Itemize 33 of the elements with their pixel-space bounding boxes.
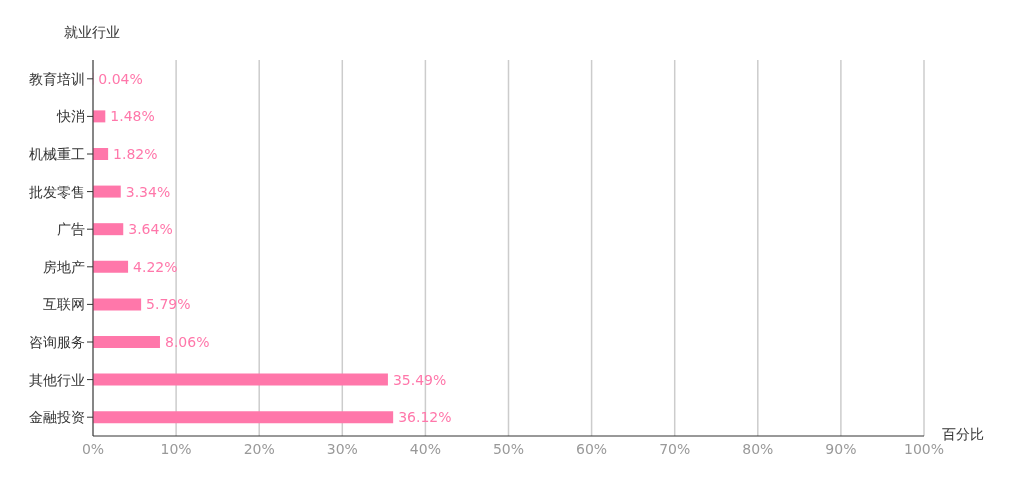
data-label: 1.48% bbox=[110, 108, 155, 125]
data-label: 3.34% bbox=[125, 183, 171, 200]
data-label: 5.79% bbox=[146, 296, 191, 313]
x-tick-label: 70% bbox=[659, 440, 691, 457]
data-label: 3.64% bbox=[128, 221, 173, 238]
x-tick-label: 60% bbox=[576, 440, 608, 457]
y-tick-label: 其他行业 bbox=[29, 371, 85, 388]
y-tick-label: 房地产 bbox=[43, 258, 85, 275]
x-tick-label: 0% bbox=[81, 440, 105, 457]
y-tick-label: 机械重工 bbox=[29, 145, 85, 162]
data-label: 0.04% bbox=[98, 70, 143, 87]
data-label: 4.22% bbox=[133, 258, 178, 275]
data-label: 36.12% bbox=[398, 409, 452, 426]
x-tick-label: 100% bbox=[903, 440, 945, 457]
y-axis-title: 就业行业 bbox=[64, 24, 120, 42]
y-tick-label: 教育培训 bbox=[29, 70, 85, 87]
x-axis-title: 百分比 bbox=[942, 426, 984, 444]
y-tick-label: 快消 bbox=[56, 108, 85, 125]
x-tick-label: 40% bbox=[409, 440, 441, 457]
x-tick-label: 50% bbox=[492, 440, 525, 457]
data-label: 35.49% bbox=[392, 371, 447, 388]
y-tick-label: 批发零售 bbox=[29, 183, 85, 200]
y-tick-label: 金融投资 bbox=[29, 409, 85, 426]
x-tick-label: 90% bbox=[825, 440, 857, 457]
x-tick-label: 10% bbox=[160, 440, 192, 457]
x-tick-label: 30% bbox=[326, 440, 358, 457]
y-tick-label: 广告 bbox=[57, 221, 85, 238]
y-tick-label: 咨询服务 bbox=[29, 333, 85, 350]
x-tick-label: 80% bbox=[742, 440, 774, 457]
y-tick-label: 互联网 bbox=[43, 296, 85, 313]
data-label: 1.82% bbox=[113, 145, 158, 162]
data-label: 8.06% bbox=[164, 333, 210, 350]
x-tick-label: 20% bbox=[243, 440, 275, 457]
